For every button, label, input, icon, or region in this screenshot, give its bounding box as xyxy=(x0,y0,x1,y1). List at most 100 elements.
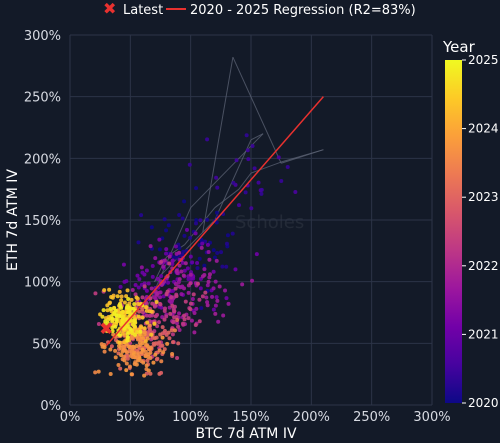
data-point xyxy=(137,277,142,282)
data-point xyxy=(213,279,218,284)
data-point xyxy=(120,309,125,314)
data-point xyxy=(155,277,160,282)
data-point xyxy=(194,306,199,311)
data-point xyxy=(110,295,115,300)
data-point xyxy=(199,245,204,250)
data-point xyxy=(104,329,109,334)
y-tick-label: 50% xyxy=(32,337,61,352)
data-point xyxy=(129,297,134,302)
data-point xyxy=(164,314,169,319)
x-tick-label: 50% xyxy=(116,410,145,425)
data-point xyxy=(190,297,195,302)
data-point xyxy=(148,350,153,355)
data-point xyxy=(139,265,144,270)
data-point xyxy=(96,322,101,327)
data-point xyxy=(146,368,151,373)
data-point xyxy=(160,325,165,330)
data-point xyxy=(118,284,123,289)
trajectory-segment xyxy=(281,149,324,163)
data-point xyxy=(207,257,212,262)
data-point xyxy=(186,316,191,321)
data-point xyxy=(149,332,154,337)
data-point xyxy=(158,301,163,306)
data-point xyxy=(143,339,148,344)
data-point xyxy=(176,324,181,329)
data-point xyxy=(182,268,187,273)
data-point xyxy=(148,371,153,376)
data-point xyxy=(170,258,175,263)
data-point xyxy=(162,258,167,263)
data-point xyxy=(108,306,113,311)
data-point xyxy=(186,290,191,295)
data-point xyxy=(125,303,130,308)
data-point xyxy=(167,254,172,259)
data-point xyxy=(119,305,124,310)
data-point xyxy=(192,310,197,315)
data-point xyxy=(136,301,141,306)
latest-marker: ✖ xyxy=(99,320,113,340)
data-point xyxy=(117,340,122,345)
colorbar-scale xyxy=(445,60,462,403)
data-point xyxy=(149,309,154,314)
data-point xyxy=(249,206,254,211)
data-point xyxy=(153,303,158,308)
data-point xyxy=(160,331,165,336)
data-point xyxy=(144,301,149,306)
data-point xyxy=(200,294,205,299)
data-point xyxy=(102,349,107,354)
data-point xyxy=(113,308,118,313)
data-point xyxy=(205,217,210,222)
data-point xyxy=(139,334,144,339)
data-point xyxy=(122,326,127,331)
data-point xyxy=(182,317,187,322)
trajectory-segment xyxy=(202,57,234,233)
data-point xyxy=(131,306,136,311)
data-point xyxy=(152,295,157,300)
data-point xyxy=(195,266,200,271)
data-point xyxy=(145,320,150,325)
data-point xyxy=(130,331,135,336)
data-point xyxy=(148,356,153,361)
data-point xyxy=(124,361,129,366)
data-point xyxy=(159,259,164,264)
data-point xyxy=(213,311,218,316)
trajectory-segment xyxy=(214,188,240,209)
data-point xyxy=(174,251,179,256)
data-point xyxy=(144,305,149,310)
data-point xyxy=(140,347,145,352)
data-point xyxy=(144,363,149,368)
data-point xyxy=(93,370,98,375)
data-point xyxy=(102,288,107,293)
trajectory-segment xyxy=(190,170,228,209)
data-point xyxy=(214,220,219,225)
data-point xyxy=(162,306,167,311)
data-point xyxy=(147,327,152,332)
data-point xyxy=(125,338,130,343)
data-point xyxy=(140,307,145,312)
data-point xyxy=(113,355,118,360)
data-point xyxy=(224,296,229,301)
data-point xyxy=(170,351,175,356)
data-point xyxy=(256,180,261,185)
data-point xyxy=(132,302,137,307)
data-point xyxy=(175,356,180,361)
watermark: Scholes xyxy=(235,212,304,233)
data-point xyxy=(138,329,143,334)
data-point xyxy=(139,350,144,355)
data-point xyxy=(243,190,248,195)
data-point xyxy=(192,330,197,335)
data-point xyxy=(221,313,226,318)
data-point xyxy=(182,313,187,318)
data-point xyxy=(125,288,130,293)
y-tick-label: 100% xyxy=(24,276,61,291)
data-point xyxy=(173,244,178,249)
data-point xyxy=(206,250,211,255)
data-point xyxy=(180,216,185,221)
data-point xyxy=(153,256,158,261)
data-point xyxy=(175,271,180,276)
data-point xyxy=(224,264,229,269)
data-point xyxy=(142,373,147,378)
data-point xyxy=(129,372,134,377)
colorbar-tick-label: 2021 xyxy=(468,327,499,341)
